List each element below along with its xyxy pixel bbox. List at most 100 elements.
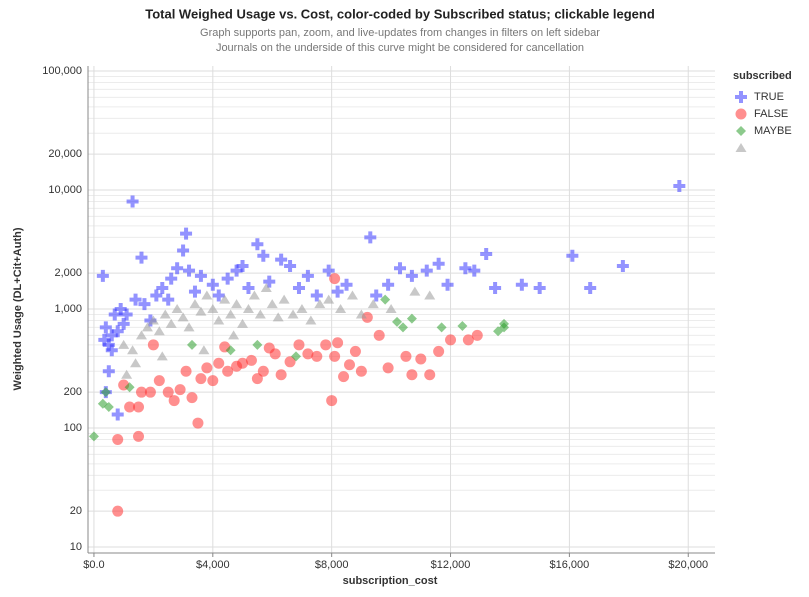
point [96,269,109,282]
point [201,290,213,300]
point [370,289,383,302]
point [245,354,257,366]
point [102,338,115,351]
point [349,345,361,357]
point [329,350,341,362]
x-axis-label: subscription_cost [343,575,438,587]
point [99,321,112,334]
point [177,312,189,322]
point [355,309,367,319]
point [141,322,153,332]
legend-marker [736,126,746,136]
legend-item[interactable]: MAYBE [736,125,792,137]
point [230,264,243,277]
point [480,247,493,260]
point [100,387,111,398]
x-tick-label: $12,000 [431,559,471,571]
point [150,289,163,302]
y-tick-label: 200 [64,386,82,398]
point [397,322,408,333]
point [201,362,213,374]
point [162,386,174,398]
point [269,348,281,360]
point [293,339,305,351]
x-tick-label: $0.0 [83,559,104,571]
point [361,311,373,323]
point [237,318,249,328]
point [272,312,284,322]
legend-marker [735,108,747,120]
point [385,304,397,313]
point [584,282,597,295]
point [187,339,198,350]
point [213,357,225,369]
point [98,333,111,346]
point [124,382,135,393]
point [168,395,180,407]
point [284,356,296,368]
point [153,326,165,336]
point [459,262,472,275]
point [251,238,264,251]
point [183,322,195,332]
point [394,262,407,275]
point [331,285,344,298]
point [251,373,263,385]
point [305,315,317,325]
y-tick-label: 10,000 [48,184,82,196]
point [301,269,314,282]
point [221,272,234,285]
point [355,365,367,377]
point [616,259,629,272]
point [133,401,145,413]
legend-label: TRUE [754,91,784,103]
point [373,329,385,341]
point [194,269,207,282]
point [242,282,255,295]
point [180,365,192,377]
point [114,303,127,315]
point [400,350,412,362]
point [212,289,225,302]
x-tick-label: $20,000 [668,559,708,571]
point [287,309,299,319]
point [343,359,355,371]
point [275,253,288,266]
point [192,417,204,429]
point [499,318,510,329]
point [302,348,314,360]
point [133,430,145,442]
point [183,264,196,277]
point [260,283,272,293]
point [174,384,186,396]
point [189,299,201,309]
point [117,317,130,330]
point [436,322,447,333]
legend-item[interactable]: TRUE [735,91,784,103]
point [165,318,177,328]
x-tick-label: $4,000 [196,559,230,571]
point [322,264,335,277]
point [105,329,118,342]
legend-item[interactable]: FALSE [735,108,789,120]
point [424,369,436,381]
point [186,392,198,404]
point [225,345,236,356]
point [515,278,528,291]
point [242,304,254,313]
point [138,298,151,311]
point [108,308,121,321]
point [105,344,118,357]
point [266,299,278,309]
point [195,373,207,385]
point [222,365,234,377]
x-tick-label: $16,000 [550,559,590,571]
point [195,306,207,316]
point [198,345,210,355]
point [225,309,237,319]
point [471,329,483,341]
point [340,278,353,291]
legend-marker [735,143,747,152]
point [364,231,377,244]
legend-item[interactable] [735,143,747,152]
